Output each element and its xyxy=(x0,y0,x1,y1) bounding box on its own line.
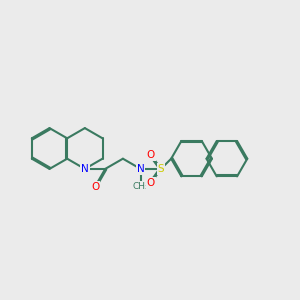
Text: CH₃: CH₃ xyxy=(132,182,149,191)
Text: N: N xyxy=(137,164,144,174)
Text: O: O xyxy=(147,178,155,188)
Text: O: O xyxy=(147,150,155,160)
Text: S: S xyxy=(158,164,164,174)
Text: N: N xyxy=(81,164,89,174)
Text: O: O xyxy=(91,182,99,192)
